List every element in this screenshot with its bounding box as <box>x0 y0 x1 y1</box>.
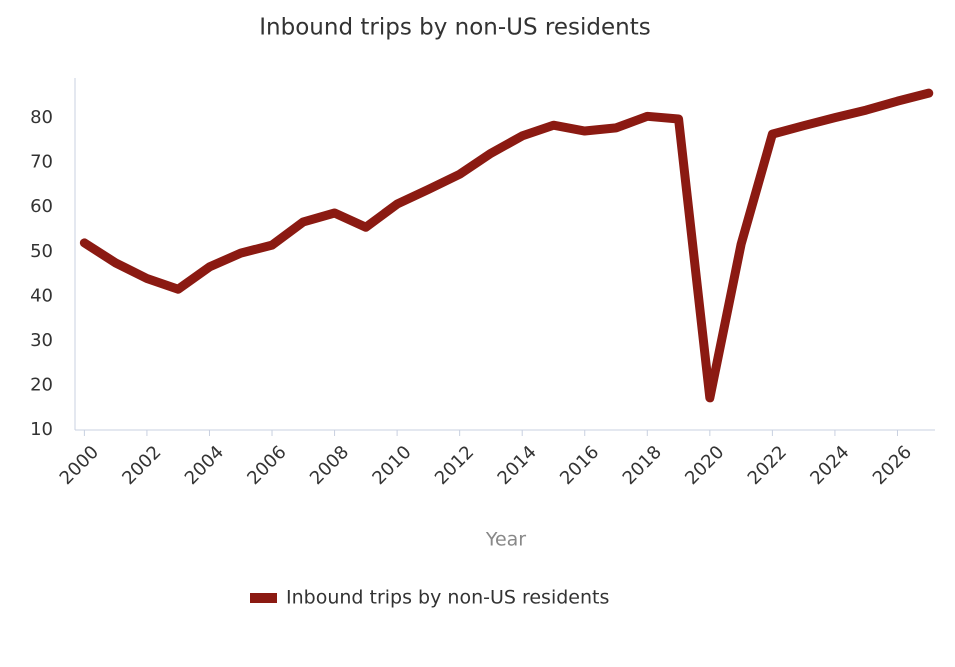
y-tick-label: 30 <box>30 330 53 351</box>
x-tick-label: 2006 <box>243 442 290 489</box>
x-tick-label: 2022 <box>744 442 791 489</box>
y-tick-label: 40 <box>30 285 53 306</box>
x-tick-label: 2000 <box>56 442 103 489</box>
x-tick-label: 2010 <box>368 442 415 489</box>
x-tick-label: 2020 <box>681 442 728 489</box>
x-axis-label: Year <box>485 529 526 551</box>
y-tick-label: 10 <box>30 419 53 440</box>
legend-swatch <box>250 593 277 603</box>
x-tick-label: 2016 <box>556 442 603 489</box>
x-tick-label: 2008 <box>306 442 353 489</box>
y-tick-label: 80 <box>30 107 53 128</box>
y-tick-label: 20 <box>30 374 53 395</box>
x-tick-label: 2024 <box>806 442 853 489</box>
x-tick-label: 2004 <box>181 442 228 489</box>
y-tick-label: 50 <box>30 241 53 262</box>
line <box>79 88 934 403</box>
chart-title: Inbound trips by non-US residents <box>259 15 650 41</box>
y-tick-label: 60 <box>30 196 53 217</box>
y-tick-label: 70 <box>30 152 53 173</box>
x-tick-label: 2014 <box>494 442 541 489</box>
x-tick-label: 2002 <box>118 442 165 489</box>
x-tick-label: 2012 <box>431 442 478 489</box>
legend-label: Inbound trips by non-US residents <box>286 587 609 609</box>
x-tick-label: 2026 <box>869 442 916 489</box>
x-tick-label: 2018 <box>619 442 666 489</box>
